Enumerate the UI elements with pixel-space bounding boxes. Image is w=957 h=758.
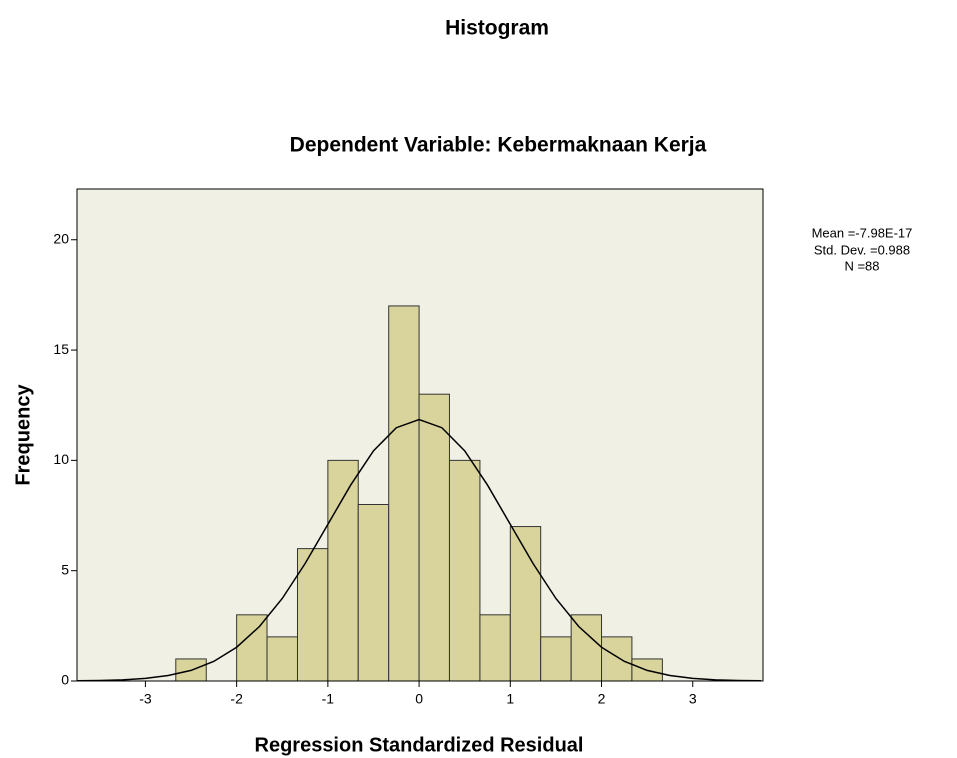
annotation: Mean =-7.98E-17 bbox=[812, 225, 913, 240]
bar bbox=[327, 459, 359, 682]
x-tick-label: -2 bbox=[230, 691, 243, 707]
y-axis-label: Frequency bbox=[12, 384, 34, 486]
normal-curve bbox=[76, 418, 762, 682]
annotation: Std. Dev. =0.988 bbox=[814, 242, 910, 257]
bar bbox=[388, 305, 420, 682]
chart-title: Histogram bbox=[445, 17, 549, 40]
y-tick-label: 10 bbox=[53, 451, 69, 467]
x-tick-label: -1 bbox=[322, 691, 335, 707]
annotation: N =88 bbox=[844, 258, 879, 273]
x-axis-label: Regression Standardized Residual bbox=[255, 734, 584, 756]
bar bbox=[418, 393, 450, 682]
bar bbox=[236, 614, 268, 682]
x-tick-label: 2 bbox=[598, 691, 606, 707]
bar bbox=[479, 614, 511, 682]
bar bbox=[448, 459, 481, 682]
x-tick-label: 1 bbox=[506, 691, 514, 707]
x-tick-label: 3 bbox=[689, 691, 697, 707]
bar bbox=[357, 503, 390, 682]
y-tick-label: 20 bbox=[53, 230, 69, 246]
x-tick-label: 0 bbox=[415, 691, 423, 707]
bar bbox=[296, 548, 329, 682]
bar bbox=[540, 636, 572, 682]
x-tick-label: -3 bbox=[139, 691, 152, 707]
y-tick-label: 5 bbox=[61, 561, 69, 577]
y-tick-label: 15 bbox=[53, 341, 69, 357]
plot-border bbox=[76, 188, 764, 682]
bar bbox=[570, 614, 603, 682]
bar bbox=[509, 526, 542, 682]
y-tick-label: 0 bbox=[61, 672, 69, 688]
bar bbox=[266, 636, 298, 682]
chart-subtitle: Dependent Variable: Kebermaknaan Kerja bbox=[290, 134, 707, 157]
bar bbox=[601, 636, 633, 682]
